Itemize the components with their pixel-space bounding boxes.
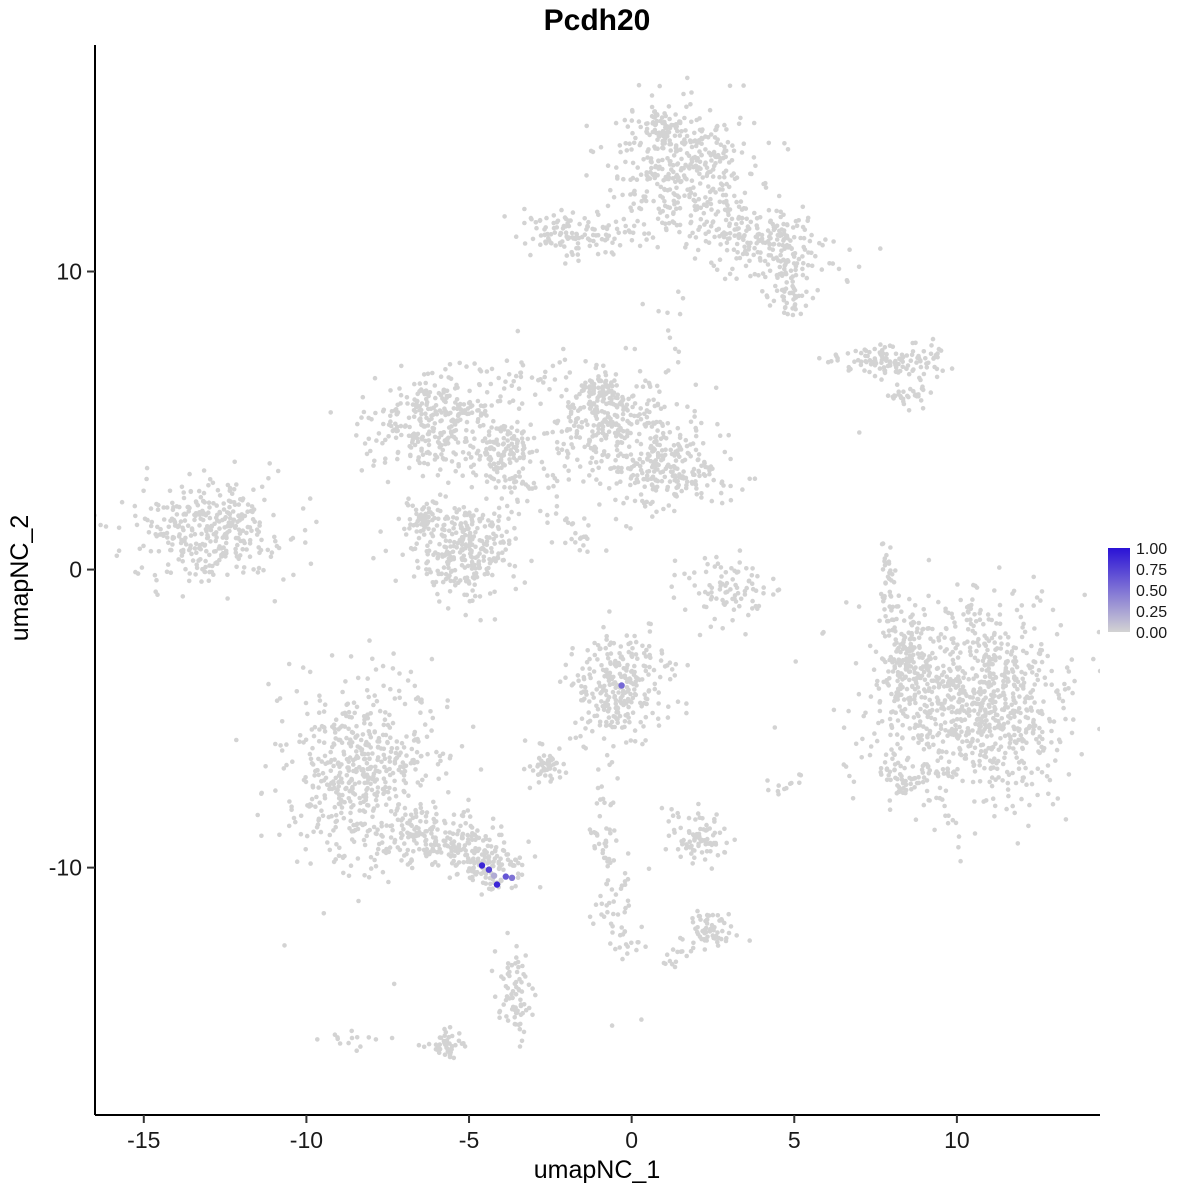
x-tick-label: 5 <box>788 1127 801 1153</box>
expressing-cell-point <box>478 862 486 869</box>
legend-tick-label: 1.00 <box>1136 541 1167 558</box>
y-axis-title: umapNC_2 <box>6 515 34 641</box>
axes: -15 -10 -5 0 5 10 10 0 -10 <box>49 45 1100 1153</box>
expressing-cell-point <box>493 881 501 888</box>
x-axis-title: umapNC_1 <box>534 1156 660 1184</box>
x-tick-label: -10 <box>290 1127 323 1153</box>
x-tick-label: -5 <box>459 1127 479 1153</box>
expressing-cell-point <box>508 874 516 881</box>
legend-tick-label: 0.25 <box>1136 604 1167 621</box>
x-tick-label: 10 <box>944 1127 970 1153</box>
y-tick-label: 0 <box>69 557 82 583</box>
expressing-cell-point <box>502 873 509 880</box>
y-tick-label: 10 <box>56 259 82 285</box>
expressing-cells <box>478 682 625 888</box>
legend-tick-label: 0.00 <box>1136 625 1167 642</box>
expressing-cell-point <box>490 872 498 879</box>
x-tick-label: -15 <box>127 1127 160 1153</box>
x-tick-label: 0 <box>625 1127 638 1153</box>
legend-tick-label: 0.75 <box>1136 562 1167 579</box>
expressing-cell-point <box>485 866 493 873</box>
y-tick-label: -10 <box>49 855 82 881</box>
background-cells <box>95 75 1100 1061</box>
expressing-cell-point <box>618 682 625 689</box>
expression-legend: 1.00 0.75 0.50 0.25 0.00 <box>1108 541 1167 642</box>
legend-colorbar <box>1108 548 1130 632</box>
plot-title: Pcdh20 <box>544 4 651 37</box>
legend-tick-label: 0.50 <box>1136 583 1167 600</box>
